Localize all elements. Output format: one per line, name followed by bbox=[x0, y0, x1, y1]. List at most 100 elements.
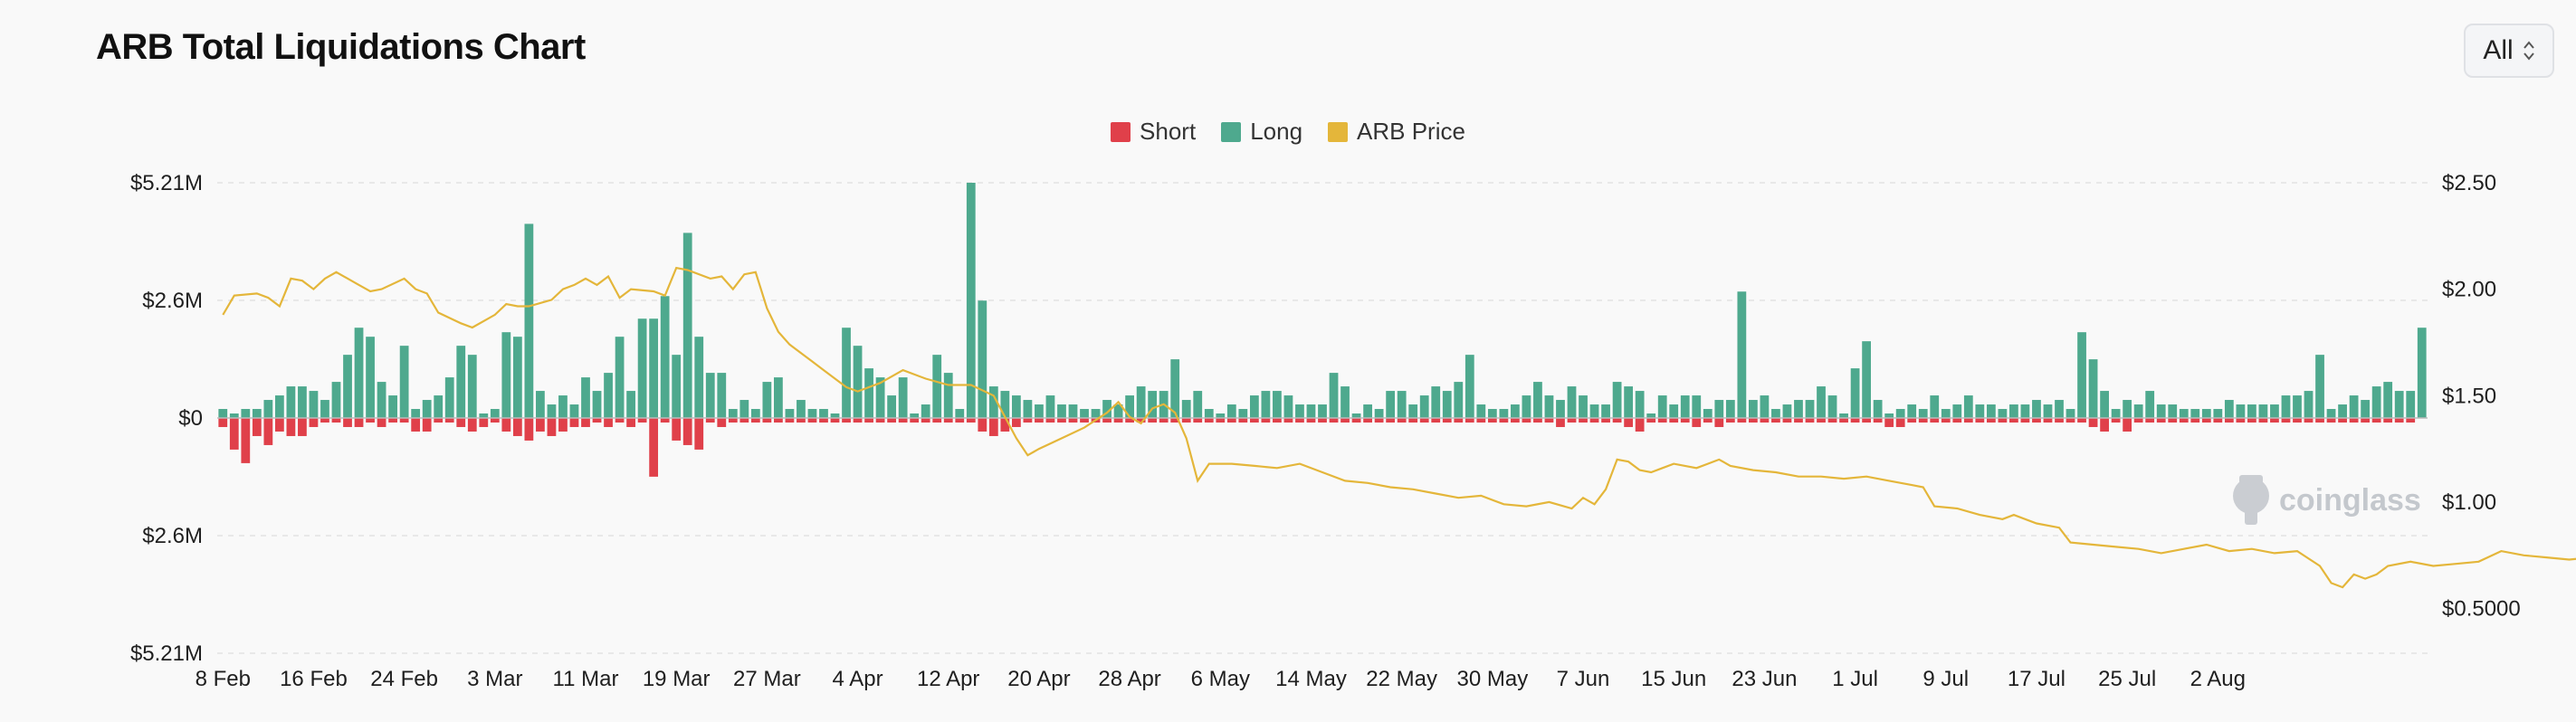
short-bar[interactable] bbox=[1283, 418, 1293, 423]
long-bar[interactable] bbox=[2066, 409, 2075, 418]
long-bar[interactable] bbox=[1635, 391, 1645, 418]
long-bar[interactable] bbox=[1782, 404, 1792, 418]
long-bar[interactable] bbox=[1511, 404, 1520, 418]
long-bar[interactable] bbox=[705, 373, 715, 418]
long-bar[interactable] bbox=[274, 395, 284, 418]
long-bar[interactable] bbox=[444, 377, 454, 418]
short-bar[interactable] bbox=[1782, 418, 1792, 423]
long-bar[interactable] bbox=[1351, 413, 1361, 418]
long-bar[interactable] bbox=[1918, 409, 1928, 418]
long-bar[interactable] bbox=[2020, 404, 2030, 418]
long-bar[interactable] bbox=[2088, 359, 2098, 418]
short-bar[interactable] bbox=[1442, 418, 1452, 423]
short-bar[interactable] bbox=[1680, 418, 1690, 423]
short-bar[interactable] bbox=[2281, 418, 2291, 423]
short-bar[interactable] bbox=[2066, 418, 2075, 423]
long-bar[interactable] bbox=[558, 395, 568, 418]
long-bar[interactable] bbox=[1941, 409, 1951, 418]
short-bar[interactable] bbox=[2349, 418, 2359, 423]
long-bar[interactable] bbox=[1273, 391, 1282, 418]
short-bar[interactable] bbox=[864, 418, 873, 423]
long-bar[interactable] bbox=[1771, 409, 1780, 418]
long-bar[interactable] bbox=[1873, 400, 1883, 418]
long-bar[interactable] bbox=[955, 409, 965, 418]
short-bar[interactable] bbox=[1703, 418, 1713, 423]
short-bar[interactable] bbox=[2088, 418, 2098, 427]
long-bar[interactable] bbox=[1703, 409, 1713, 418]
long-bar[interactable] bbox=[978, 300, 987, 418]
short-bar[interactable] bbox=[1725, 418, 1735, 423]
short-bar[interactable] bbox=[819, 418, 828, 423]
short-bar[interactable] bbox=[569, 418, 579, 427]
short-bar[interactable] bbox=[377, 418, 386, 427]
long-bar[interactable] bbox=[1760, 395, 1770, 418]
long-bar[interactable] bbox=[1000, 391, 1010, 418]
short-bar[interactable] bbox=[1998, 418, 2008, 423]
long-bar[interactable] bbox=[2009, 404, 2018, 418]
long-bar[interactable] bbox=[1601, 404, 1610, 418]
short-bar[interactable] bbox=[1363, 418, 1372, 423]
long-bar[interactable] bbox=[1930, 395, 1940, 418]
long-bar[interactable] bbox=[456, 346, 466, 418]
short-bar[interactable] bbox=[1657, 418, 1667, 423]
long-bar[interactable] bbox=[2361, 400, 2371, 418]
long-bar[interactable] bbox=[2133, 404, 2143, 418]
short-bar[interactable] bbox=[252, 418, 262, 436]
short-bar[interactable] bbox=[2055, 418, 2064, 423]
long-bar[interactable] bbox=[1408, 404, 1418, 418]
long-bar[interactable] bbox=[988, 386, 998, 418]
short-bar[interactable] bbox=[1102, 418, 1111, 423]
short-bar[interactable] bbox=[1873, 418, 1883, 423]
long-bar[interactable] bbox=[2032, 400, 2041, 418]
short-bar[interactable] bbox=[2043, 418, 2053, 423]
short-bar[interactable] bbox=[1476, 418, 1486, 423]
short-bar[interactable] bbox=[762, 418, 772, 423]
long-bar[interactable] bbox=[1204, 409, 1214, 418]
long-bar[interactable] bbox=[2100, 391, 2109, 418]
long-bar[interactable] bbox=[1692, 395, 1702, 418]
short-bar[interactable] bbox=[434, 418, 444, 423]
short-bar[interactable] bbox=[2361, 418, 2371, 423]
short-bar[interactable] bbox=[1238, 418, 1248, 423]
long-bar[interactable] bbox=[2338, 404, 2347, 418]
short-bar[interactable] bbox=[830, 418, 840, 423]
short-bar[interactable] bbox=[1714, 418, 1724, 427]
long-bar[interactable] bbox=[637, 318, 647, 418]
long-bar[interactable] bbox=[2236, 404, 2246, 418]
long-bar[interactable] bbox=[1499, 409, 1509, 418]
long-bar[interactable] bbox=[547, 404, 557, 418]
long-bar[interactable] bbox=[807, 409, 817, 418]
short-bar[interactable] bbox=[1261, 418, 1271, 423]
short-bar[interactable] bbox=[1669, 418, 1679, 423]
long-bar[interactable] bbox=[774, 377, 783, 418]
short-bar[interactable] bbox=[2020, 418, 2030, 423]
short-bar[interactable] bbox=[2077, 418, 2086, 423]
short-bar[interactable] bbox=[1159, 418, 1169, 423]
legend-item-short[interactable]: Short bbox=[1111, 118, 1196, 146]
long-bar[interactable] bbox=[717, 373, 727, 418]
long-bar[interactable] bbox=[1952, 404, 1962, 418]
long-bar[interactable] bbox=[2213, 409, 2223, 418]
short-bar[interactable] bbox=[1408, 418, 1418, 423]
long-bar[interactable] bbox=[2371, 386, 2381, 418]
short-bar[interactable] bbox=[2133, 418, 2143, 423]
short-bar[interactable] bbox=[717, 418, 727, 427]
short-bar[interactable] bbox=[1511, 418, 1520, 423]
short-bar[interactable] bbox=[1487, 418, 1497, 423]
short-bar[interactable] bbox=[501, 418, 511, 432]
short-bar[interactable] bbox=[331, 418, 341, 423]
short-bar[interactable] bbox=[1204, 418, 1214, 423]
long-bar[interactable] bbox=[842, 328, 851, 418]
long-bar[interactable] bbox=[2406, 391, 2416, 418]
long-bar[interactable] bbox=[1306, 404, 1316, 418]
long-bar[interactable] bbox=[615, 337, 625, 418]
short-bar[interactable] bbox=[2371, 418, 2381, 423]
long-bar[interactable] bbox=[501, 332, 511, 418]
short-bar[interactable] bbox=[524, 418, 534, 441]
long-bar[interactable] bbox=[2145, 391, 2155, 418]
short-bar[interactable] bbox=[1850, 418, 1860, 423]
short-bar[interactable] bbox=[887, 418, 897, 423]
short-bar[interactable] bbox=[626, 418, 635, 427]
short-bar[interactable] bbox=[1862, 418, 1871, 423]
long-bar[interactable] bbox=[875, 377, 885, 418]
